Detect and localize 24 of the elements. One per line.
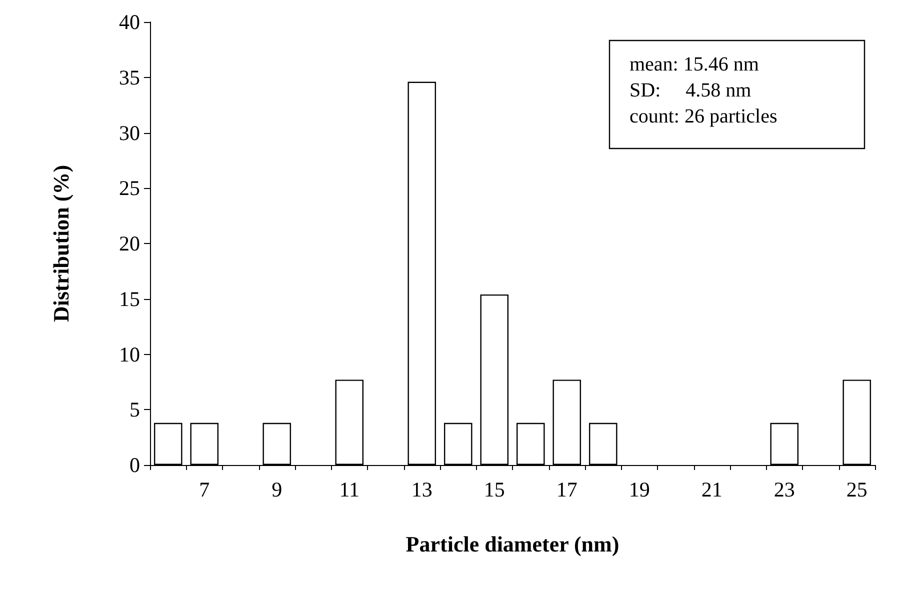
x-tick-label: 15 <box>484 478 505 502</box>
annotation: mean: 15.46 nm <box>630 54 760 76</box>
y-tick-label: 0 <box>130 453 140 477</box>
y-tick-label: 20 <box>119 232 140 256</box>
y-tick-label: 35 <box>119 65 140 90</box>
x-tick-label: 21 <box>701 478 722 502</box>
x-tick-label: 17 <box>556 478 578 502</box>
x-tick-label: 19 <box>628 478 650 502</box>
x-tick-label: 11 <box>339 478 360 502</box>
annotation: count: 26 particles <box>630 106 778 128</box>
annotation: SD: 4.58 nm <box>630 80 752 102</box>
x-tick-label: 13 <box>411 478 432 502</box>
x-tick-label: 7 <box>199 478 210 502</box>
y-tick-label: 10 <box>119 342 140 366</box>
y-tick-label: 30 <box>119 120 140 145</box>
y-tick-label: 40 <box>119 10 140 34</box>
y-tick-label: 5 <box>130 398 140 422</box>
y-axis-title: Distribution (%) <box>48 164 74 322</box>
y-tick-label: 15 <box>119 286 140 311</box>
x-tick-label: 9 <box>272 478 282 502</box>
x-axis-title: Particle diameter (nm) <box>406 532 620 556</box>
x-tick-label: 23 <box>774 478 795 502</box>
x-tick-label: 25 <box>846 478 868 502</box>
y-tick-label: 25 <box>119 176 140 200</box>
